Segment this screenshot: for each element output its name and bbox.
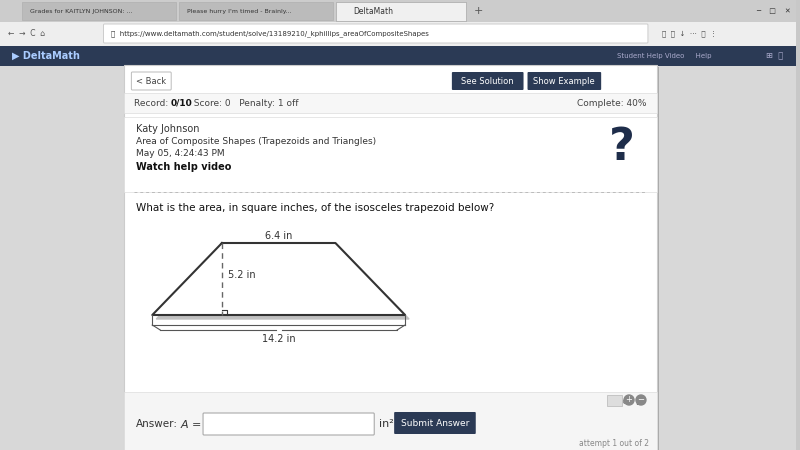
FancyBboxPatch shape [125, 93, 657, 113]
Text: in²: in² [379, 419, 394, 429]
FancyBboxPatch shape [179, 2, 334, 20]
Text: $A$ =: $A$ = [180, 418, 202, 430]
FancyBboxPatch shape [452, 72, 523, 90]
Text: ⊞: ⊞ [635, 397, 643, 407]
Circle shape [636, 395, 646, 405]
Text: attempt 1 out of 2: attempt 1 out of 2 [579, 440, 649, 449]
Text: Submit Answer: Submit Answer [401, 418, 469, 427]
Text: ←  →  C  ⌂: ← → C ⌂ [8, 30, 45, 39]
Text: Katy Johnson: Katy Johnson [136, 124, 200, 134]
Text: Watch help video: Watch help video [136, 162, 232, 172]
Text: Area of Composite Shapes (Trapezoids and Triangles): Area of Composite Shapes (Trapezoids and… [136, 136, 377, 145]
Text: ⊞  👤: ⊞ 👤 [766, 51, 784, 60]
FancyBboxPatch shape [0, 0, 796, 22]
Text: Score: 0   Penalty: 1 off: Score: 0 Penalty: 1 off [188, 99, 298, 108]
Polygon shape [156, 247, 409, 319]
Text: May 05, 4:24:43 PM: May 05, 4:24:43 PM [136, 148, 225, 157]
FancyBboxPatch shape [394, 412, 476, 434]
Text: What is the area, in square inches, of the isosceles trapezoid below?: What is the area, in square inches, of t… [136, 203, 494, 213]
Text: +: + [474, 6, 483, 16]
Text: See Solution: See Solution [462, 76, 514, 86]
Text: ⊕: ⊕ [622, 397, 629, 406]
FancyBboxPatch shape [337, 2, 466, 21]
Text: 14.2 in: 14.2 in [262, 334, 295, 344]
Text: Student Help Video     Help: Student Help Video Help [617, 53, 711, 59]
Text: +: + [626, 396, 633, 405]
Text: Please hurry I'm timed - Brainly...: Please hurry I'm timed - Brainly... [187, 9, 292, 13]
Text: 5.2 in: 5.2 in [228, 270, 255, 280]
Text: 🔍  ⭐  ↓  ⋯  👤  ⋮: 🔍 ⭐ ↓ ⋯ 👤 ⋮ [662, 31, 717, 37]
Text: Answer:: Answer: [136, 419, 178, 429]
Text: 6.4 in: 6.4 in [265, 231, 292, 241]
FancyBboxPatch shape [606, 395, 622, 405]
Text: < Back: < Back [136, 76, 166, 86]
Text: ?: ? [609, 126, 635, 168]
Text: ▶ DeltaMath: ▶ DeltaMath [12, 51, 80, 61]
FancyBboxPatch shape [0, 22, 796, 46]
Polygon shape [152, 243, 405, 315]
Text: Show Example: Show Example [534, 76, 595, 86]
FancyBboxPatch shape [0, 66, 796, 450]
Text: −: − [638, 396, 645, 405]
Circle shape [624, 395, 634, 405]
FancyBboxPatch shape [0, 46, 796, 66]
FancyBboxPatch shape [125, 65, 657, 450]
FancyBboxPatch shape [131, 72, 171, 90]
Text: Grades for KAITLYN JOHNSON: ...: Grades for KAITLYN JOHNSON: ... [30, 9, 132, 13]
Text: Record:: Record: [134, 99, 171, 108]
Text: 🔒  https://www.deltamath.com/student/solve/13189210/_kphillips_areaOfCompositeSh: 🔒 https://www.deltamath.com/student/solv… [111, 31, 430, 37]
FancyBboxPatch shape [527, 72, 601, 90]
FancyBboxPatch shape [22, 2, 176, 20]
FancyBboxPatch shape [126, 67, 659, 450]
FancyBboxPatch shape [125, 392, 657, 450]
FancyBboxPatch shape [125, 117, 657, 192]
Text: Complete: 40%: Complete: 40% [578, 99, 647, 108]
Text: DeltaMath: DeltaMath [354, 6, 394, 15]
FancyBboxPatch shape [103, 24, 648, 43]
Text: ─    □    ✕: ─ □ ✕ [757, 8, 791, 14]
Text: 0/10: 0/10 [170, 99, 192, 108]
FancyBboxPatch shape [203, 413, 374, 435]
